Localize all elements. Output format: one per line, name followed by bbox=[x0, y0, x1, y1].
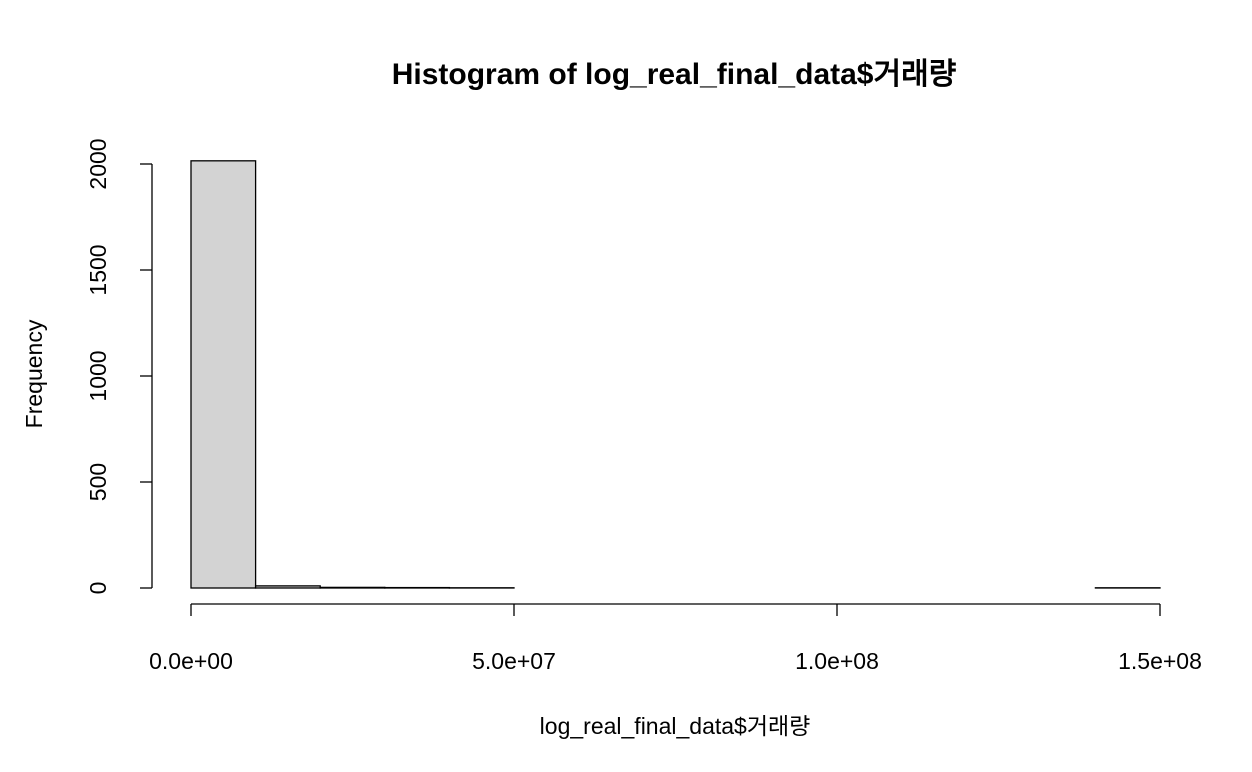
y-tick-label: 1500 bbox=[85, 244, 111, 295]
x-axis: 0.0e+00 5.0e+07 1.0e+08 1.5e+08 bbox=[149, 603, 1202, 674]
y-tick-label: 500 bbox=[85, 463, 111, 501]
histogram-bars bbox=[190, 160, 1161, 589]
x-tick-label: 1.5e+08 bbox=[1118, 648, 1202, 674]
y-tick-label: 2000 bbox=[85, 138, 111, 189]
x-axis-label: log_real_final_data$거래량 bbox=[540, 713, 811, 739]
y-axis-label: Frequency bbox=[21, 319, 47, 428]
x-tick-label: 0.0e+00 bbox=[149, 648, 233, 674]
histogram-bar bbox=[254, 585, 321, 589]
y-axis: 0 500 1000 1500 2000 bbox=[85, 138, 153, 595]
x-tick-label: 1.0e+08 bbox=[795, 648, 879, 674]
histogram-bar bbox=[190, 160, 257, 589]
chart-title: Histogram of log_real_final_data$거래량 bbox=[392, 58, 957, 91]
y-tick-label: 1000 bbox=[85, 350, 111, 401]
x-tick-label: 5.0e+07 bbox=[472, 648, 556, 674]
histogram-bar bbox=[319, 586, 386, 589]
y-tick-label: 0 bbox=[85, 582, 111, 595]
